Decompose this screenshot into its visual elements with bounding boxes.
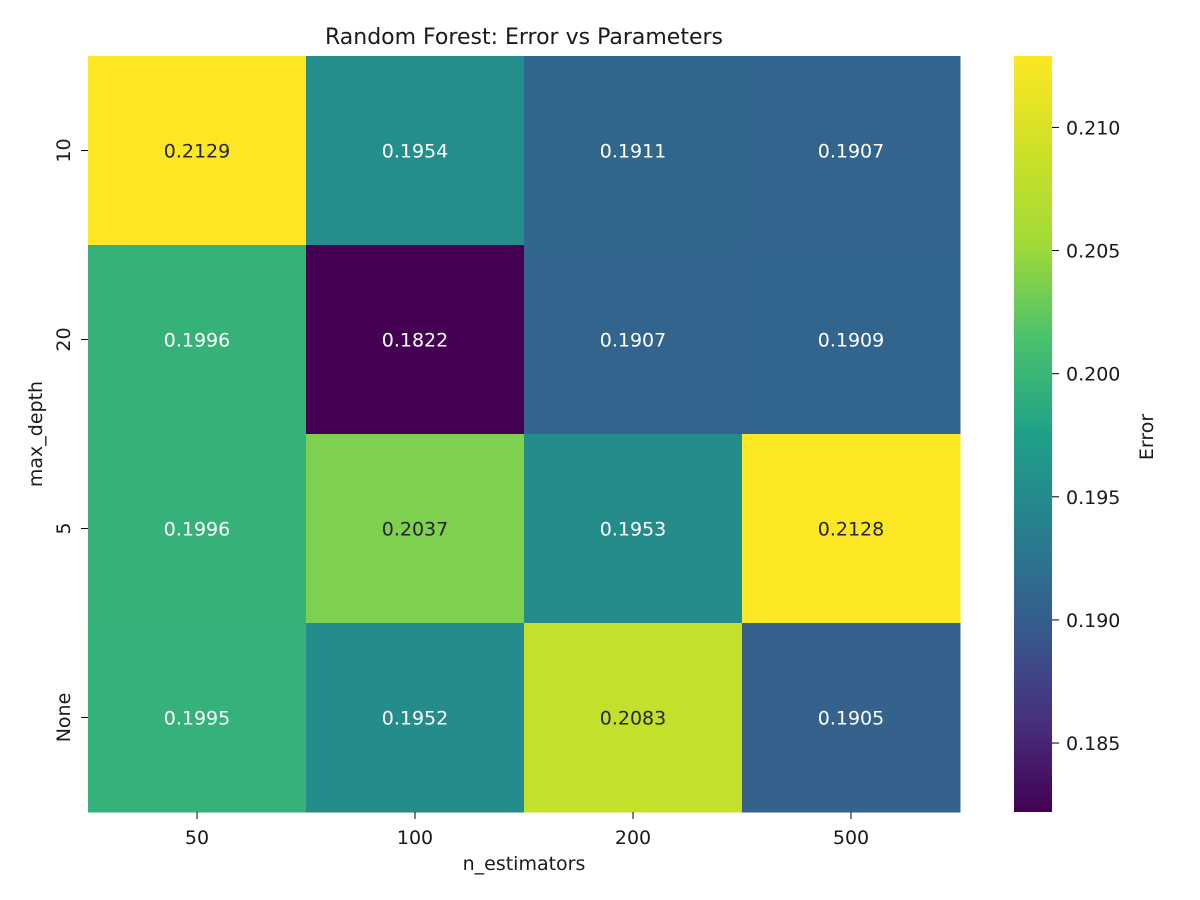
- x-tick-label: 50: [185, 827, 209, 849]
- colorbar: 0.185 0.190 0.195 0.200 0.205 0.210: [1014, 56, 1120, 812]
- cell-value-label: 0.1907: [818, 141, 884, 163]
- y-tick-label: 5: [53, 522, 75, 534]
- colorbar-tick-label: 0.200: [1066, 364, 1120, 386]
- cell-value-label: 0.1995: [164, 708, 230, 730]
- cell-value-label: 0.1911: [600, 141, 666, 163]
- cell-value-label: 0.1907: [600, 330, 666, 352]
- cell-value-label: 0.2128: [818, 519, 884, 541]
- heatmap-cell: [88, 623, 307, 813]
- heatmap-cell: [524, 56, 743, 246]
- x-tick-label: 100: [397, 827, 433, 849]
- heatmap-cell: [524, 245, 743, 435]
- heatmap-cell: [306, 623, 525, 813]
- heatmap-cells: 0.2129 0.1954 0.1911 0.1907 0.1996 0.1822 0.19…: [88, 56, 961, 813]
- x-axis: 50 100 200 500: [185, 812, 869, 849]
- cell-value-label: 0.1954: [382, 141, 448, 163]
- y-tick-label: None: [53, 693, 75, 743]
- cell-value-label: 0.1909: [818, 330, 884, 352]
- heatmap-cell: [524, 434, 743, 624]
- cell-value-label: 0.2037: [382, 519, 448, 541]
- colorbar-gradient: [1014, 56, 1052, 812]
- cell-value-label: 0.2083: [600, 708, 666, 730]
- colorbar-tick-label: 0.210: [1066, 117, 1120, 139]
- heatmap-cell: [742, 623, 961, 813]
- x-axis-label: n_estimators: [463, 853, 586, 875]
- heatmap-cell: [88, 245, 307, 435]
- heatmap-cell: [742, 245, 961, 435]
- heatmap-cell: [88, 434, 307, 624]
- cell-value-label: 0.2129: [164, 141, 230, 163]
- heatmap-cell: [742, 434, 961, 624]
- heatmap-cell: [524, 623, 743, 813]
- heatmap-cell: [88, 56, 307, 246]
- heatmap-cell: [306, 245, 525, 435]
- y-axis: 10 20 5 None: [53, 138, 88, 742]
- colorbar-tick-label: 0.190: [1066, 610, 1120, 632]
- chart-title: Random Forest: Error vs Parameters: [325, 25, 723, 50]
- colorbar-label: Error: [1136, 414, 1158, 461]
- cell-value-label: 0.1953: [600, 519, 666, 541]
- y-axis-label: max_depth: [25, 381, 47, 487]
- colorbar-tick-label: 0.205: [1066, 241, 1120, 263]
- colorbar-tick-label: 0.195: [1066, 487, 1120, 509]
- cell-value-label: 0.1905: [818, 708, 884, 730]
- heatmap-cell: [742, 56, 961, 246]
- cell-value-label: 0.1822: [382, 330, 448, 352]
- x-tick-label: 500: [833, 827, 869, 849]
- y-tick-label: 10: [53, 138, 75, 162]
- cell-value-label: 0.1996: [164, 519, 230, 541]
- cell-value-label: 0.1996: [164, 330, 230, 352]
- heatmap-cell: [306, 56, 525, 246]
- heatmap-cell: [306, 434, 525, 624]
- colorbar-tick-label: 0.185: [1066, 733, 1120, 755]
- x-tick-label: 200: [615, 827, 651, 849]
- y-tick-label: 20: [53, 327, 75, 351]
- cell-value-label: 0.1952: [382, 708, 448, 730]
